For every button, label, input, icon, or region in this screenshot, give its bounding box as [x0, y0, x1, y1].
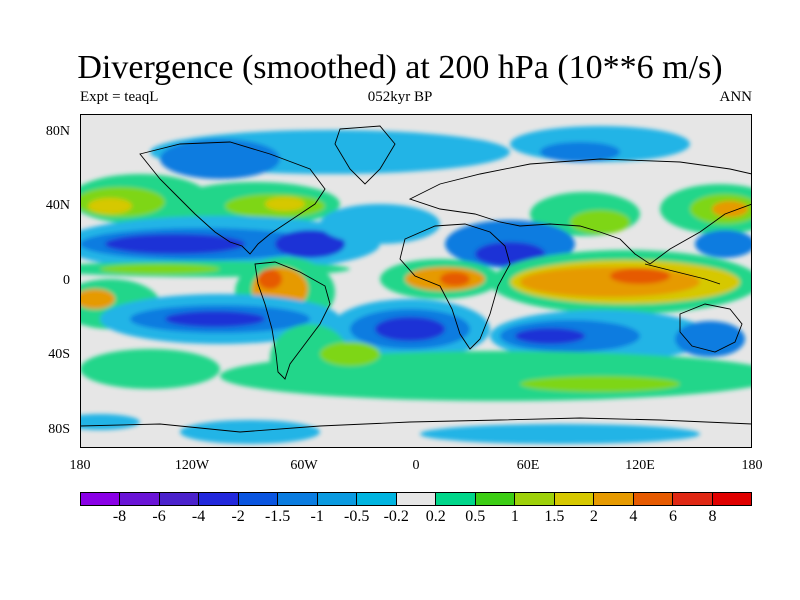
sh-pac-neg-strong — [165, 311, 265, 327]
indo-pos-high — [520, 267, 700, 297]
caribbean-neg — [275, 230, 345, 258]
indo-pos-peak — [610, 268, 670, 284]
colorbar-label: 6 — [668, 508, 677, 525]
arctic-core — [160, 139, 280, 179]
colorbar-label: 8 — [708, 508, 717, 525]
colorbar-swatch — [515, 493, 555, 505]
lat-tick-40s: 40S — [48, 347, 70, 362]
colorbar-swatch — [81, 493, 121, 505]
sh-storm-track-mid — [320, 342, 380, 366]
colorbar-label: 0.5 — [465, 508, 486, 525]
colorbar-label: 2 — [589, 508, 598, 525]
colorbar-swatch — [633, 493, 674, 505]
colorbar-swatch — [554, 493, 595, 505]
experiment-label: Expt = teaqL — [80, 89, 159, 105]
lat-tick-80s: 80S — [48, 422, 70, 437]
colorbar-label: 0.2 — [425, 508, 446, 525]
natl-subtrop-neg — [320, 204, 440, 244]
colorbar-label: -0.2 — [383, 508, 409, 525]
lon-tick-180w: 180 — [69, 458, 91, 473]
colorbar-swatch — [475, 493, 516, 505]
lat-tick-40n: 40N — [45, 198, 70, 213]
colorbar-swatch — [673, 493, 713, 505]
colorbar — [80, 492, 752, 506]
colorbar-swatch — [278, 493, 318, 505]
coast-africa — [399, 223, 511, 350]
antarctic-neg2 — [420, 424, 700, 444]
colorbar-swatch — [357, 493, 397, 505]
coast-greenland — [334, 125, 396, 185]
antarctic-neg3 — [80, 414, 140, 430]
coast-australia — [679, 303, 743, 353]
lon-tick-60w: 60W — [290, 458, 318, 473]
colorbar-label: -6 — [152, 508, 166, 525]
colorbar-swatch — [396, 493, 437, 505]
africa-pos-peak — [440, 272, 470, 286]
colorbar-label: 1 — [510, 508, 519, 525]
lon-tick-120e: 120E — [625, 458, 655, 473]
colorbar-label: -8 — [112, 508, 127, 525]
antarctic-neg — [180, 420, 320, 444]
lon-tick-180e: 180 — [741, 458, 763, 473]
chart-title: Divergence (smoothed) at 200 hPa (10**6 … — [77, 49, 723, 86]
south-pac-pos-mid — [80, 289, 115, 309]
lon-tick-60e: 60E — [516, 458, 540, 473]
eurasia-pos-core — [570, 210, 630, 234]
colorbar-label: -1 — [310, 508, 324, 525]
colorbar-label: -1.5 — [264, 508, 291, 525]
colorbar-label: -4 — [191, 508, 206, 525]
coast-antarctica — [80, 417, 752, 433]
natl-pos-peak — [265, 197, 305, 211]
npac-pos-peak — [88, 198, 132, 214]
map-svg — [80, 125, 752, 444]
lon-tick-0: 0 — [412, 458, 420, 473]
colorbar-label: 1.5 — [544, 508, 565, 525]
colorbar-swatch — [317, 493, 358, 505]
colorbar-label: -2 — [231, 508, 245, 525]
wpac-subtrop-neg — [695, 230, 752, 258]
lat-tick-80n: 80N — [45, 124, 70, 139]
coast-eurasia — [408, 158, 752, 265]
siberia-core — [540, 142, 620, 162]
eq-pac-pos-mid — [100, 264, 220, 274]
colorbar-label: -0.5 — [344, 508, 370, 525]
colorbar-swatch — [238, 493, 279, 505]
lon-tick-120w: 120W — [174, 458, 210, 473]
wpac-pos-peak — [712, 201, 748, 217]
sh-storm-track-mid2 — [520, 376, 680, 392]
season-label: ANN — [719, 89, 753, 105]
divergence-map — [80, 114, 752, 448]
colorbar-swatch — [594, 493, 634, 505]
sh-atl-neg-strong — [375, 317, 445, 341]
amazon-pos-peak — [258, 269, 282, 289]
aus-neg — [675, 321, 745, 357]
coastlines — [80, 125, 752, 433]
time-label: 052kyr BP — [367, 89, 433, 105]
colorbar-label: 4 — [629, 508, 638, 525]
colorbar-swatch — [436, 493, 476, 505]
coast-north-america — [139, 141, 326, 255]
sh-storm-track-sa — [270, 324, 350, 394]
coast-south-america — [254, 261, 331, 380]
colorbar-swatch — [120, 493, 160, 505]
lat-tick-0: 0 — [63, 273, 70, 288]
colorbar-swatch — [199, 493, 239, 505]
colorbar-swatch — [712, 493, 751, 505]
sh-ind-neg-strong — [515, 328, 585, 344]
subtrop-neg-pac-strong — [105, 234, 245, 254]
sh-pac-storm — [80, 349, 220, 389]
coast-maritime — [644, 263, 721, 285]
colorbar-swatch — [159, 493, 200, 505]
